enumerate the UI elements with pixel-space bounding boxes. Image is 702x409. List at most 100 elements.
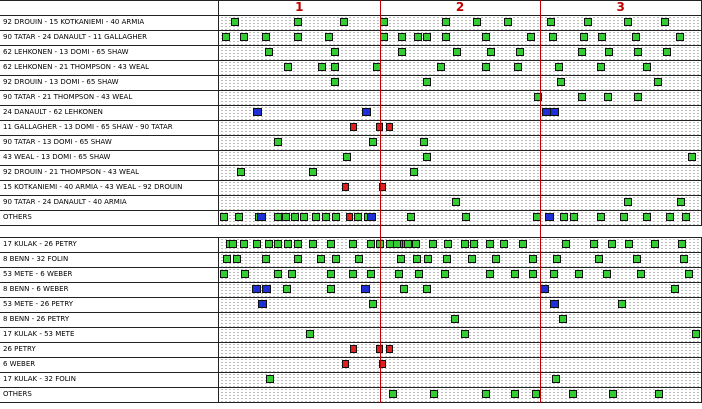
shift-marker[interactable] [348, 240, 357, 248]
shift-marker[interactable] [607, 240, 616, 248]
shift-marker[interactable] [608, 390, 617, 398]
table-row[interactable]: 90 TATAR - 13 DOMI - 65 SHAW [0, 135, 702, 150]
shift-marker[interactable] [283, 285, 292, 293]
pk-shift-marker[interactable] [345, 213, 353, 221]
shift-marker[interactable] [403, 240, 412, 248]
shift-marker[interactable] [293, 33, 302, 41]
shift-marker[interactable] [220, 213, 229, 221]
shift-marker[interactable] [451, 198, 460, 206]
shift-marker[interactable] [472, 18, 481, 26]
table-row[interactable]: 90 TATAR - 21 THOMPSON - 43 WEAL [0, 90, 702, 105]
table-row[interactable]: 6 WEBER [0, 357, 702, 372]
shift-marker[interactable] [441, 18, 450, 26]
shift-marker[interactable] [366, 270, 375, 278]
shift-marker[interactable] [485, 240, 494, 248]
shift-marker[interactable] [398, 48, 407, 56]
shift-marker[interactable] [343, 153, 352, 161]
shift-marker[interactable] [393, 240, 402, 248]
pk-shift-marker[interactable] [375, 345, 383, 353]
shift-marker[interactable] [584, 18, 593, 26]
pk-shift-marker[interactable] [385, 345, 393, 353]
shift-marker[interactable] [330, 78, 339, 86]
shift-marker[interactable] [424, 255, 433, 263]
shift-marker[interactable] [549, 270, 558, 278]
shift-marker[interactable] [528, 270, 537, 278]
shift-marker[interactable] [450, 315, 459, 323]
pk-shift-marker[interactable] [375, 123, 383, 131]
pp-shift-marker[interactable] [257, 300, 267, 308]
shift-marker[interactable] [379, 18, 388, 26]
shift-marker[interactable] [470, 240, 479, 248]
shift-marker[interactable] [240, 240, 249, 248]
shift-marker[interactable] [643, 213, 652, 221]
pp-shift-marker[interactable] [253, 108, 263, 116]
shift-marker[interactable] [533, 93, 542, 101]
pp-shift-marker[interactable] [262, 285, 272, 293]
shift-marker[interactable] [643, 63, 652, 71]
shift-marker[interactable] [300, 213, 309, 221]
shift-marker[interactable] [369, 300, 378, 308]
shift-marker[interactable] [327, 240, 336, 248]
shift-marker[interactable] [379, 33, 388, 41]
shift-marker[interactable] [413, 255, 422, 263]
shift-marker[interactable] [634, 93, 642, 101]
shift-marker[interactable] [395, 270, 404, 278]
shift-marker[interactable] [574, 270, 583, 278]
shift-marker[interactable] [661, 18, 670, 26]
shift-marker[interactable] [513, 63, 522, 71]
shift-marker[interactable] [274, 213, 283, 221]
table-row[interactable]: OTHERS [0, 387, 702, 402]
shift-marker[interactable] [339, 18, 348, 26]
shift-marker[interactable] [430, 390, 439, 398]
table-row[interactable]: 17 KULAK - 32 FOLIN [0, 372, 702, 387]
pp-shift-marker[interactable] [544, 213, 554, 221]
shift-marker[interactable] [273, 270, 282, 278]
shift-marker[interactable] [486, 48, 495, 56]
table-row[interactable]: 8 BENN - 6 WEBER [0, 282, 702, 297]
shift-marker[interactable] [327, 285, 336, 293]
shift-marker[interactable] [423, 285, 432, 293]
shift-marker[interactable] [293, 18, 302, 26]
shift-marker[interactable] [409, 168, 418, 176]
shift-marker[interactable] [265, 240, 274, 248]
shift-marker[interactable] [441, 270, 450, 278]
shift-marker[interactable] [562, 240, 571, 248]
shift-marker[interactable] [290, 213, 299, 221]
shift-marker[interactable] [632, 33, 641, 41]
shift-marker[interactable] [235, 213, 244, 221]
shift-marker[interactable] [556, 78, 565, 86]
shift-marker[interactable] [526, 33, 535, 41]
shift-marker[interactable] [688, 153, 697, 161]
pp-shift-marker[interactable] [361, 108, 371, 116]
table-row[interactable]: 8 BENN - 32 FOLIN [0, 252, 702, 267]
table-row[interactable]: OTHERS [0, 210, 702, 225]
shift-marker[interactable] [385, 240, 394, 248]
shift-marker[interactable] [282, 213, 291, 221]
shift-marker[interactable] [366, 240, 375, 248]
table-row[interactable]: 11 GALLAGHER - 13 DOMI - 65 SHAW - 90 TA… [0, 120, 702, 135]
shift-marker[interactable] [596, 63, 605, 71]
shift-marker[interactable] [654, 390, 663, 398]
shift-marker[interactable] [396, 255, 405, 263]
shift-marker[interactable] [589, 240, 598, 248]
pp-shift-marker[interactable] [360, 285, 370, 293]
shift-marker[interactable] [262, 33, 271, 41]
pp-shift-marker[interactable] [549, 300, 559, 308]
pp-shift-marker[interactable] [366, 213, 376, 221]
shift-marker[interactable] [443, 255, 452, 263]
shift-marker[interactable] [423, 78, 432, 86]
shift-marker[interactable] [636, 270, 645, 278]
shift-marker[interactable] [558, 315, 567, 323]
shift-marker[interactable] [412, 240, 421, 248]
shift-marker[interactable] [528, 255, 537, 263]
pp-shift-marker[interactable] [257, 213, 267, 221]
table-row[interactable]: 92 DROUIN - 15 KOTKANIEMI - 40 ARMIA [0, 15, 702, 30]
shift-marker[interactable] [482, 33, 491, 41]
pk-shift-marker[interactable] [341, 360, 349, 368]
shift-marker[interactable] [568, 390, 577, 398]
shift-marker[interactable] [293, 240, 302, 248]
shift-marker[interactable] [518, 240, 527, 248]
shift-marker[interactable] [222, 255, 231, 263]
shift-marker[interactable] [681, 213, 690, 221]
shift-marker[interactable] [241, 270, 250, 278]
